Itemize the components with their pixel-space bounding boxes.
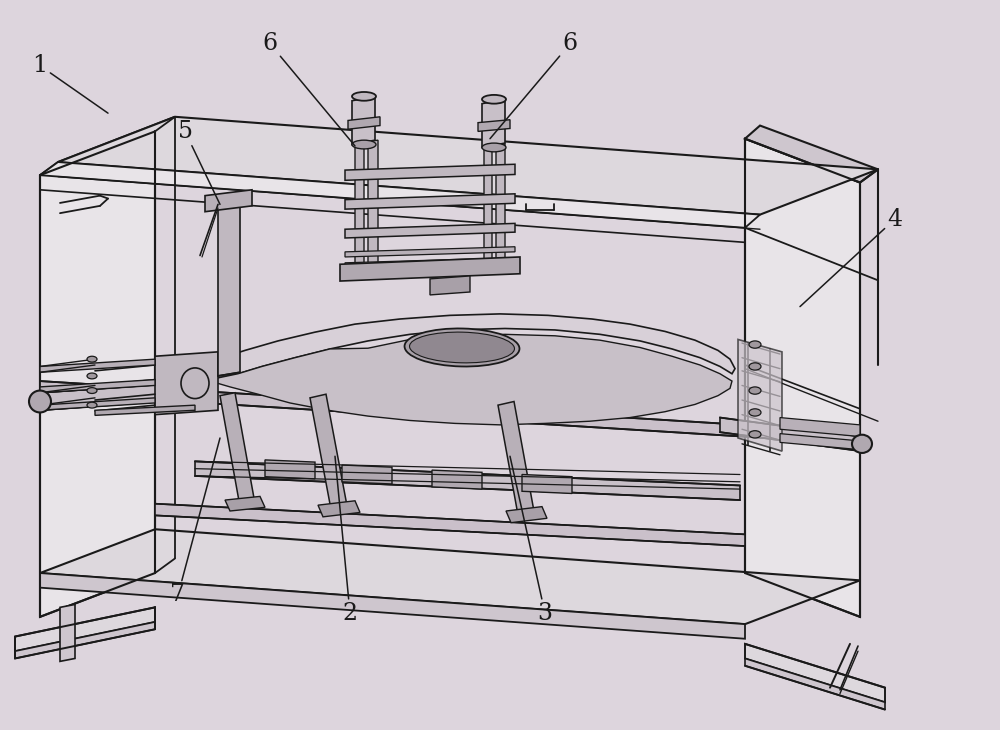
Polygon shape (345, 247, 515, 257)
Polygon shape (15, 607, 155, 651)
Ellipse shape (749, 363, 761, 370)
Text: 6: 6 (490, 32, 578, 139)
Polygon shape (482, 99, 505, 147)
Polygon shape (60, 604, 75, 661)
Polygon shape (496, 144, 505, 269)
Polygon shape (40, 131, 155, 617)
Ellipse shape (87, 373, 97, 379)
Ellipse shape (482, 143, 506, 152)
Polygon shape (432, 470, 482, 489)
Polygon shape (205, 190, 252, 212)
Polygon shape (345, 164, 515, 180)
Text: 2: 2 (335, 456, 358, 625)
Polygon shape (498, 402, 535, 520)
Polygon shape (430, 276, 470, 295)
Polygon shape (195, 314, 735, 383)
Polygon shape (40, 162, 760, 228)
Polygon shape (310, 394, 348, 515)
Polygon shape (155, 352, 218, 415)
Polygon shape (345, 223, 515, 238)
Polygon shape (265, 460, 315, 479)
Polygon shape (352, 96, 375, 145)
Polygon shape (368, 140, 378, 270)
Ellipse shape (29, 391, 51, 412)
Text: 6: 6 (262, 32, 355, 146)
Polygon shape (340, 257, 520, 281)
Polygon shape (195, 461, 740, 500)
Polygon shape (745, 139, 860, 617)
Text: 1: 1 (32, 54, 108, 113)
Ellipse shape (749, 431, 761, 438)
Polygon shape (484, 146, 492, 272)
Ellipse shape (410, 332, 514, 363)
Text: 5: 5 (178, 120, 220, 204)
Ellipse shape (352, 140, 376, 149)
Ellipse shape (749, 387, 761, 394)
Polygon shape (345, 194, 515, 209)
Text: 4: 4 (800, 207, 903, 307)
Polygon shape (220, 393, 255, 507)
Ellipse shape (352, 92, 376, 101)
Polygon shape (348, 117, 380, 129)
Polygon shape (345, 258, 515, 268)
Polygon shape (40, 117, 175, 175)
Polygon shape (745, 644, 885, 702)
Text: 3: 3 (510, 456, 552, 625)
Polygon shape (195, 334, 732, 425)
Text: 7: 7 (170, 438, 220, 607)
Polygon shape (318, 501, 360, 517)
Polygon shape (40, 573, 745, 639)
Polygon shape (40, 398, 155, 410)
Polygon shape (40, 359, 155, 372)
Polygon shape (478, 120, 510, 131)
Ellipse shape (749, 341, 761, 348)
Ellipse shape (749, 409, 761, 416)
Polygon shape (780, 434, 860, 450)
Polygon shape (218, 201, 240, 376)
Polygon shape (225, 496, 265, 511)
Ellipse shape (87, 388, 97, 393)
Polygon shape (780, 418, 860, 437)
Polygon shape (506, 507, 547, 523)
Ellipse shape (405, 328, 519, 366)
Polygon shape (40, 381, 210, 410)
Polygon shape (342, 465, 392, 484)
Ellipse shape (181, 368, 209, 399)
Polygon shape (355, 142, 364, 272)
Polygon shape (15, 622, 155, 658)
Polygon shape (95, 405, 195, 415)
Polygon shape (522, 474, 572, 493)
Polygon shape (58, 117, 878, 215)
Polygon shape (40, 529, 860, 624)
Polygon shape (745, 658, 885, 710)
Polygon shape (738, 339, 782, 451)
Polygon shape (40, 380, 155, 393)
Ellipse shape (852, 434, 872, 453)
Ellipse shape (87, 402, 97, 408)
Ellipse shape (87, 356, 97, 362)
Polygon shape (745, 126, 878, 182)
Ellipse shape (482, 95, 506, 104)
Polygon shape (155, 504, 745, 546)
Polygon shape (40, 381, 860, 444)
Polygon shape (720, 418, 860, 451)
